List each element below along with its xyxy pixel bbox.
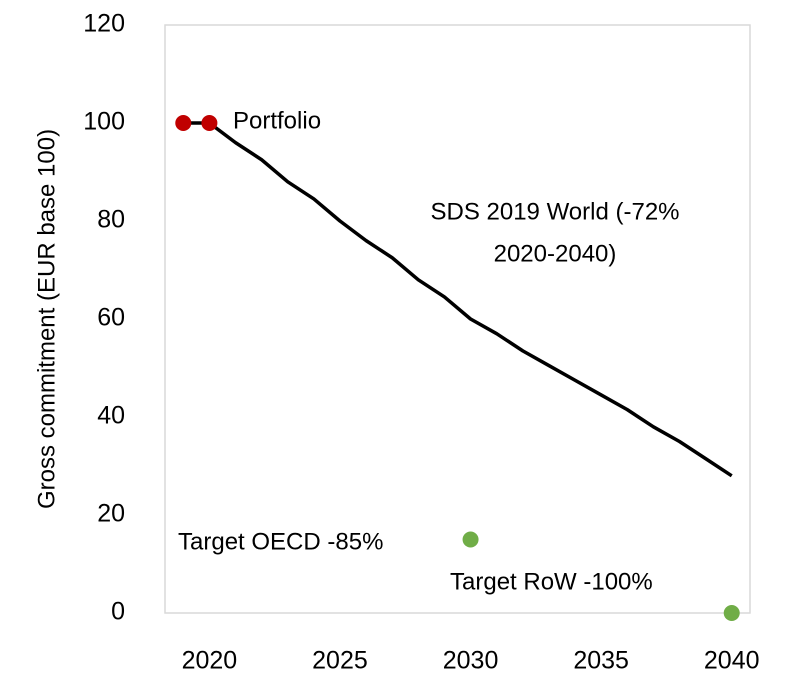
data-line	[183, 121, 733, 478]
y-tick-label: 100	[83, 108, 125, 136]
y-tick-label: 80	[97, 206, 125, 234]
data-point	[201, 115, 218, 131]
x-tick-label: 2040	[704, 647, 760, 675]
y-axis-title: Gross commitment (EUR base 100)	[33, 129, 60, 509]
data-point	[723, 605, 740, 621]
x-tick-label: 2020	[182, 647, 238, 675]
y-tick-label: 20	[97, 500, 125, 528]
data-point	[175, 115, 192, 131]
annotation: Portfolio	[233, 107, 321, 134]
y-tick-label: 0	[111, 598, 125, 626]
y-tick-label: 60	[97, 304, 125, 332]
annotation: 2020-2040)	[494, 240, 617, 267]
data-point	[462, 531, 479, 548]
x-tick-label: 2035	[573, 647, 629, 675]
y-tick-label: 120	[83, 10, 125, 38]
x-tick-label: 2030	[443, 647, 499, 675]
annotation: Target RoW -100%	[450, 568, 653, 595]
annotation: Target OECD -85%	[178, 528, 383, 555]
x-tick-label: 2025	[312, 647, 368, 675]
y-tick-label: 40	[97, 402, 125, 430]
plot-area	[164, 24, 751, 614]
annotation: SDS 2019 World (-72%	[431, 198, 680, 225]
